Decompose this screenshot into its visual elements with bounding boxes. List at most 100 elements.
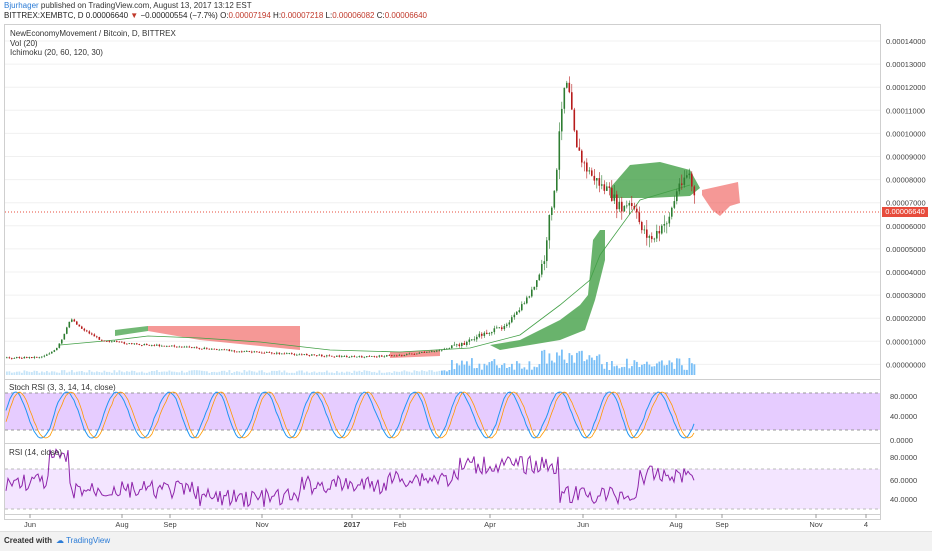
volume-bar	[423, 371, 426, 375]
volume-bar	[458, 365, 461, 375]
chart-title[interactable]: NewEconomyMovement / Bitcoin, D, BITTREX	[10, 29, 176, 38]
volume-bar	[666, 365, 668, 375]
volume-bar	[578, 351, 581, 375]
ichimoku-indicator-label[interactable]: Ichimoku (20, 60, 120, 30)	[10, 48, 103, 57]
volume-bar	[223, 370, 226, 375]
candle-body	[343, 356, 346, 357]
candle-body	[426, 351, 428, 353]
chart-frame[interactable]	[4, 24, 881, 520]
volume-bar	[513, 369, 516, 375]
candle-body	[48, 353, 51, 355]
candle-body	[566, 82, 568, 88]
time-tick-label: 4	[864, 520, 868, 529]
volume-bar	[93, 372, 96, 375]
candle-body	[276, 352, 278, 354]
author-link[interactable]: Bjurhager	[4, 1, 39, 10]
volume-bar	[408, 371, 411, 375]
rsi-label[interactable]: RSI (14, close)	[9, 448, 62, 457]
chart-canvas[interactable]: 0.00014000 0.00013000 0.00012000 0.00011000…	[0, 0, 932, 531]
candle-body	[568, 82, 571, 93]
candle-body	[451, 345, 453, 349]
volume-bar	[183, 372, 186, 375]
price-tick-label: 0.00010000	[886, 129, 926, 138]
candle-body	[231, 350, 233, 352]
close-value: 0.00006640	[384, 11, 427, 20]
volume-bar	[353, 370, 356, 375]
volume-bar	[656, 363, 658, 375]
candle-body	[346, 356, 348, 358]
candle-body	[196, 347, 198, 349]
volume-bar	[638, 367, 641, 375]
candle-body	[613, 194, 616, 201]
volume-bar	[23, 370, 26, 375]
candle-body	[233, 350, 236, 352]
candle-body	[66, 327, 68, 334]
volume-indicator-label[interactable]: Vol (20)	[10, 38, 38, 48]
rsi-axis[interactable]: 80.0000 60.0000 40.0000	[890, 453, 917, 504]
candle-body	[528, 296, 531, 298]
volume-bar	[518, 363, 521, 375]
candle-body	[278, 352, 281, 354]
volume-bar	[611, 361, 613, 375]
volume-bar	[648, 364, 651, 375]
published-text: published on TradingView.com, August 13,…	[40, 1, 252, 10]
candle-body	[351, 356, 353, 357]
candle-body	[83, 328, 86, 331]
volume-bar	[68, 371, 71, 375]
candle-body	[636, 208, 638, 213]
volume-bar	[41, 371, 43, 375]
candle-body	[616, 194, 618, 210]
candle-body	[46, 354, 48, 356]
volume-bar	[533, 366, 536, 375]
volume-bar	[123, 372, 126, 375]
tradingview-logo[interactable]: ☁ TradingView	[56, 536, 110, 545]
volume-bar	[441, 370, 443, 375]
volume-bar	[691, 363, 693, 375]
candle-body	[548, 215, 551, 241]
price-tick-label: 0.00002000	[886, 314, 926, 323]
volume-bar	[188, 370, 191, 375]
volume-bar	[503, 363, 506, 375]
open-value: 0.00007194	[228, 11, 271, 20]
volume-bar	[178, 372, 181, 375]
time-axis[interactable]: Jun Aug Sep Nov 2017 Feb Apr Jun Aug Sep Nov 4	[24, 514, 868, 529]
volume-bar	[456, 363, 458, 375]
candle-body	[603, 184, 606, 191]
volume-bar	[196, 370, 198, 375]
volume-bar	[593, 360, 596, 375]
candle-body	[356, 356, 358, 358]
volume-bar	[13, 372, 16, 375]
volume-bar	[211, 372, 213, 375]
candle-body	[583, 162, 586, 164]
candle-body	[293, 354, 296, 355]
volume-bar	[571, 355, 573, 375]
volume-bar	[671, 362, 673, 375]
volume-bar	[61, 370, 63, 375]
candle-body	[176, 346, 178, 348]
cloud-red-segment	[702, 182, 740, 216]
volume-bar	[113, 370, 116, 375]
candle-body	[261, 352, 263, 354]
candle-body	[221, 349, 223, 351]
candle-body	[341, 356, 343, 357]
stoch-band	[5, 393, 880, 430]
volume-bar	[411, 372, 413, 375]
stoch-rsi-label[interactable]: Stoch RSI (3, 3, 14, 14, close)	[9, 383, 116, 392]
volume-bar	[291, 372, 293, 375]
candle-body	[363, 356, 366, 358]
price-axis[interactable]: 0.00014000 0.00013000 0.00012000 0.00011000…	[886, 37, 926, 369]
volume-bar	[636, 361, 638, 375]
candle-body	[463, 343, 466, 345]
volume-bar	[361, 372, 363, 375]
candle-body	[681, 183, 683, 185]
stoch-axis[interactable]: 80.0000 40.0000 0.0000	[890, 392, 917, 445]
volume-bar	[176, 372, 178, 375]
volume-bar	[241, 372, 243, 375]
volume-bar	[403, 370, 406, 375]
candle-body	[296, 354, 298, 356]
volume-bar	[466, 361, 468, 375]
close-label: C:	[376, 11, 385, 20]
kijun-line	[59, 184, 691, 353]
time-tick-label: Aug	[115, 520, 128, 529]
volume-bar	[258, 370, 261, 375]
